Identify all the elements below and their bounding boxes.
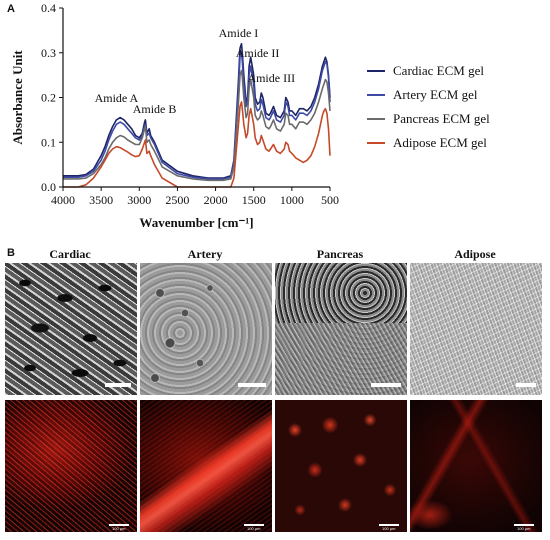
sem-image-cardiac	[5, 263, 137, 395]
x-tick-label: 500	[321, 193, 339, 207]
legend-label: Artery ECM gel	[393, 87, 478, 102]
legend-label: Adipose ECM gel	[393, 135, 487, 150]
column-title-artery: Artery	[187, 247, 223, 261]
column-title-pancreas: Pancreas	[316, 247, 364, 261]
x-axis-ticks: 4000 3500 3000 2500 2000 1500 1000 500	[51, 187, 339, 207]
x-tick-label: 2500	[165, 193, 189, 207]
fluorescence-scale-bar	[244, 524, 264, 526]
sem-image-pancreas	[275, 263, 407, 395]
y-axis-title: Absorbance Unit	[10, 50, 25, 145]
sem-scale-bar	[238, 383, 266, 387]
legend-label: Cardiac ECM gel	[393, 63, 484, 78]
fluorescence-image-adipose: 100 μm	[410, 400, 542, 532]
fluorescence-image-pancreas: 100 μm	[275, 400, 407, 532]
legend-entry: Artery ECM gel	[367, 86, 477, 104]
fluorescence-scale-label: 100 μm	[382, 526, 396, 531]
peak-annotation: Amide II	[236, 46, 280, 60]
peak-annotation: Amide A	[95, 91, 139, 105]
y-tick-label: 0.0	[41, 180, 56, 194]
series-line-pancreas	[63, 69, 331, 182]
legend-swatch	[367, 142, 385, 144]
sem-scale-bar	[516, 383, 536, 387]
x-tick-label: 1500	[242, 193, 266, 207]
peak-annotation: Amide B	[133, 102, 177, 116]
legend-swatch	[367, 70, 385, 72]
peak-annotation: Amide I	[219, 26, 259, 40]
sem-image-adipose	[410, 263, 542, 395]
sem-image-artery	[140, 263, 272, 395]
y-tick-label: 0.4	[41, 1, 56, 15]
y-tick-label: 0.2	[41, 91, 56, 105]
x-tick-label: 4000	[51, 193, 75, 207]
legend-entry: Pancreas ECM gel	[367, 110, 490, 128]
fluorescence-image-cardiac: 100 μm	[5, 400, 137, 532]
y-tick-label: 0.3	[41, 46, 56, 60]
fluorescence-scale-bar	[379, 524, 399, 526]
x-tick-label: 1000	[280, 193, 304, 207]
fluorescence-scale-label: 100 μm	[247, 526, 261, 531]
series-line-artery	[63, 52, 331, 180]
x-axis-title: Wavenumber [cm⁻¹]	[139, 215, 253, 230]
column-title-adipose: Adipose	[454, 247, 496, 261]
series-line-cardiac	[63, 43, 331, 179]
plot-area	[63, 43, 331, 188]
legend-swatch	[367, 94, 385, 96]
fluorescence-scale-label: 100 μm	[112, 526, 126, 531]
x-tick-label: 3500	[89, 193, 113, 207]
peak-annotation: Amide III	[247, 71, 295, 85]
sem-scale-bar	[371, 383, 401, 387]
column-title-cardiac: Cardiac	[49, 247, 91, 261]
ftir-spectrum-chart: 4000 3500 3000 2500 2000 1500 1000 500 0.00.10.…	[10, 1, 339, 230]
x-tick-label: 2000	[204, 193, 228, 207]
sem-scale-bar	[105, 383, 131, 387]
legend-entry: Adipose ECM gel	[367, 134, 487, 152]
adipose-fiber-texture	[410, 263, 542, 395]
legend-entry: Cardiac ECM gel	[367, 62, 484, 80]
y-axis-ticks: 0.0 0.1 0.2 0.3 0.4	[41, 1, 63, 194]
legend-swatch	[367, 118, 385, 120]
fluorescence-scale-bar	[109, 524, 129, 526]
fluorescence-image-artery: 100 μm	[140, 400, 272, 532]
x-tick-label: 3000	[127, 193, 151, 207]
series-line-adipose	[63, 101, 331, 188]
panel-b-letter: B	[7, 247, 15, 259]
fluorescence-scale-label: 100 μm	[517, 526, 531, 531]
y-tick-label: 0.1	[41, 135, 56, 149]
fluorescence-scale-bar	[514, 524, 534, 526]
legend-label: Pancreas ECM gel	[393, 111, 490, 126]
panel-a-letter: A	[7, 3, 15, 15]
